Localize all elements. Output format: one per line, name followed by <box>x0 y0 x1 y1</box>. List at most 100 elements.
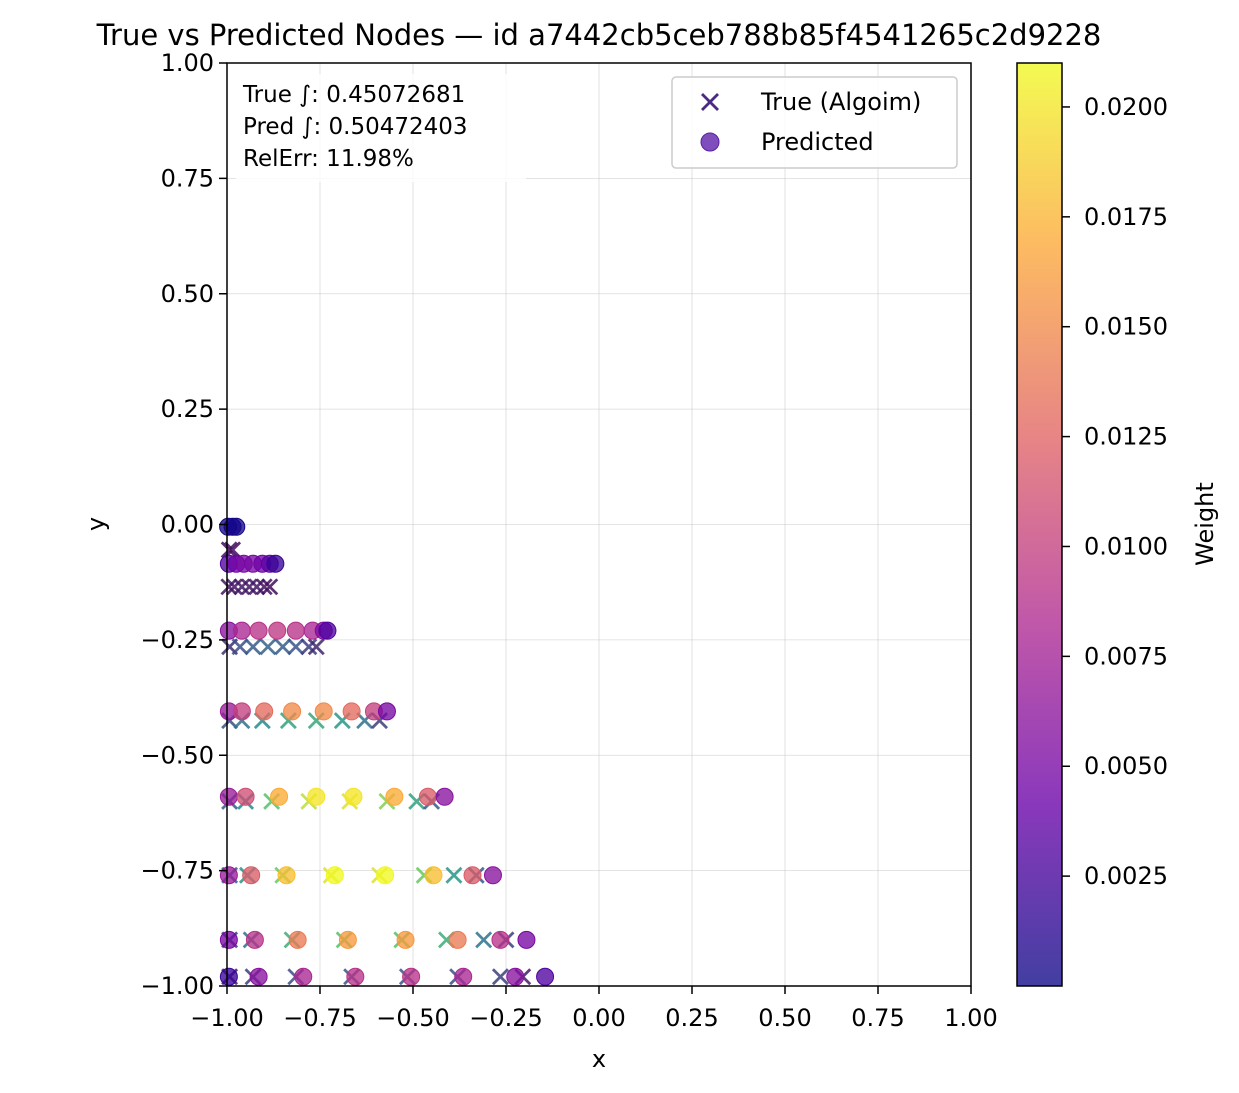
colorbar-tick-label: 0.0100 <box>1084 532 1168 560</box>
legend-true-label: True (Algoim) <box>760 88 921 116</box>
predicted-node-marker <box>435 787 454 806</box>
y-tick-label: −0.75 <box>140 857 214 885</box>
predicted-node-marker <box>338 930 357 949</box>
predicted-node-marker <box>318 621 337 640</box>
true-node-marker <box>255 578 273 596</box>
predicted-node-marker <box>376 866 395 885</box>
predicted-node-marker <box>249 621 268 640</box>
predicted-node-marker <box>377 702 396 721</box>
predicted-node-marker <box>506 967 525 986</box>
colorbar-gradient <box>1016 62 1063 987</box>
predicted-node-marker <box>344 787 363 806</box>
stats-annotation-box <box>236 74 526 182</box>
legend: True (Algoim) Predicted <box>671 76 958 169</box>
true-node-marker <box>248 578 266 596</box>
true-node-marker <box>220 578 238 596</box>
colorbar: 0.0025 0.0050 0.0075 0.0100 0.0125 0.0150 0.01… <box>1016 62 1219 987</box>
predicted-node-marker <box>219 787 238 806</box>
predicted-node-marker <box>418 787 437 806</box>
true-node-stroke <box>445 866 463 884</box>
true-node-stroke <box>491 968 509 986</box>
predicted-node-marker <box>219 866 238 885</box>
predicted-node-marker <box>342 702 361 721</box>
predicted-node-marker <box>288 930 307 949</box>
y-axis-ticks: −1.00 −0.75 −0.50 −0.25 0.00 0.25 0.50 0.75 1.00 <box>140 49 227 1000</box>
true-node-marker <box>261 578 279 596</box>
true-node-marker <box>259 638 277 656</box>
grid-lines <box>226 62 972 987</box>
y-tick-label: −0.50 <box>140 741 214 769</box>
predicted-node-marker <box>346 967 365 986</box>
colorbar-tick-label: 0.0150 <box>1084 313 1168 341</box>
colorbar-ticks: 0.0025 0.0050 0.0075 0.0100 0.0125 0.0150 0.01… <box>1062 93 1168 890</box>
true-node-stroke <box>220 541 238 559</box>
predicted-node-marker <box>268 621 287 640</box>
stats-relative-error: RelErr: 11.98% <box>243 146 414 172</box>
colorbar-tick-label: 0.0200 <box>1084 93 1168 121</box>
true-node-marker <box>240 578 258 596</box>
true-node-stroke <box>300 638 318 656</box>
predicted-node-marker <box>454 967 473 986</box>
predicted-node-marker <box>266 554 285 573</box>
legend-true-marker <box>701 93 719 111</box>
predicted-node-marker <box>325 866 344 885</box>
legend-predicted-label: Predicted <box>761 128 874 156</box>
x-tick-label: 0.75 <box>851 1004 904 1032</box>
true-node-stroke <box>233 578 251 596</box>
true-node-stroke <box>475 931 493 949</box>
x-tick-label: 0.25 <box>665 1004 718 1032</box>
stats-true-integral: True ∫: 0.45072681 <box>242 82 465 108</box>
x-axis-label: x <box>592 1045 606 1073</box>
true-node-stroke <box>307 638 325 656</box>
true-node-marker <box>491 968 509 986</box>
x-tick-label: −0.50 <box>376 1004 450 1032</box>
predicted-node-marker <box>294 967 313 986</box>
y-axis-label: y <box>82 517 110 531</box>
true-node-stroke <box>220 578 238 596</box>
stats-annotation: True ∫: 0.45072681 Pred ∫: 0.50472403 Re… <box>236 74 526 182</box>
predicted-node-marker <box>491 930 510 949</box>
y-tick-label: 1.00 <box>161 49 214 77</box>
true-node-marker <box>244 638 262 656</box>
predicted-node-marker <box>307 787 326 806</box>
x-tick-label: −0.25 <box>469 1004 543 1032</box>
predicted-node-marker <box>396 930 415 949</box>
true-node-marker <box>225 578 243 596</box>
y-tick-label: 0.50 <box>161 280 214 308</box>
predicted-node-marker <box>270 787 289 806</box>
y-tick-label: 0.00 <box>161 511 214 539</box>
y-tick-label: −0.25 <box>140 626 214 654</box>
predicted-node-marker <box>227 517 246 536</box>
legend-box <box>671 76 958 169</box>
true-node-stroke <box>244 638 262 656</box>
true-node-marker <box>445 866 463 884</box>
chart-title: True vs Predicted Nodes — id a7442cb5ceb… <box>96 18 1102 52</box>
y-tick-label: 0.25 <box>161 395 214 423</box>
colorbar-tick-label: 0.0175 <box>1084 203 1168 231</box>
predicted-node-marker <box>242 866 261 885</box>
true-node-stroke <box>231 638 249 656</box>
true-node-marker <box>307 638 325 656</box>
legend-predicted-marker <box>700 132 720 152</box>
colorbar-tick-label: 0.0025 <box>1084 862 1168 890</box>
predicted-node-marker <box>402 967 421 986</box>
true-node-stroke <box>240 578 258 596</box>
predicted-node-marker <box>424 866 443 885</box>
predicted-node-marker <box>483 866 502 885</box>
predicted-node-marker <box>236 787 255 806</box>
true-node-stroke <box>225 578 243 596</box>
predicted-node-marker <box>219 930 238 949</box>
true-node-stroke <box>261 578 279 596</box>
y-tick-label: −1.00 <box>140 972 214 1000</box>
x-tick-label: −0.75 <box>283 1004 357 1032</box>
predicted-node-marker <box>245 930 264 949</box>
true-node-marker <box>274 638 292 656</box>
predicted-node-marker <box>277 866 296 885</box>
true-node-marker <box>231 638 249 656</box>
colorbar-tick-label: 0.0125 <box>1084 423 1168 451</box>
predicted-node-marker <box>283 702 302 721</box>
true-node-marker <box>287 638 305 656</box>
predicted-node-marker <box>536 967 555 986</box>
y-tick-label: 0.75 <box>161 164 214 192</box>
colorbar-label: Weight <box>1191 482 1219 566</box>
